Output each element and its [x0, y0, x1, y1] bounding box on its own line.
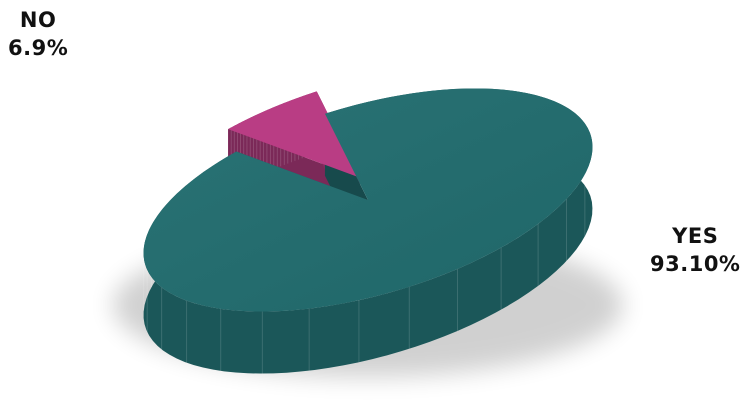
slice-label-yes: YES 93.10%	[650, 222, 740, 278]
slice-label-yes-name: YES	[672, 224, 719, 248]
slice-yes-side	[143, 88, 593, 374]
slice-label-no-value: 6.9%	[8, 36, 69, 60]
slice-yes-top	[143, 88, 593, 312]
slice-label-yes-value: 93.10%	[650, 252, 741, 276]
slice-label-no: NO 6.9%	[8, 6, 68, 62]
slice-label-no-name: NO	[19, 8, 57, 32]
slice-no-top	[228, 91, 360, 178]
